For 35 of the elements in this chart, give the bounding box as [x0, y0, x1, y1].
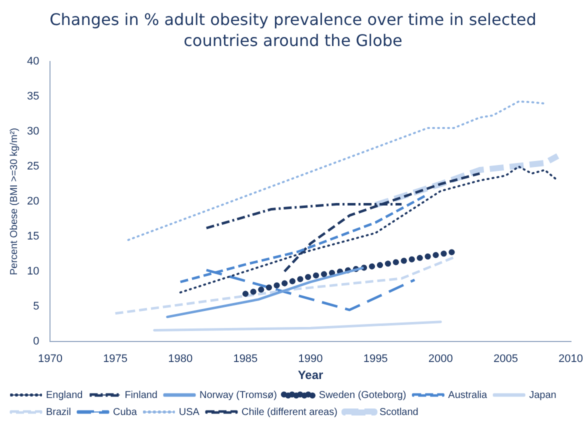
y-axis-title: Percent Obese (BMI >=30 kg/m²)	[8, 127, 20, 275]
y-tick-label: 30	[26, 125, 40, 138]
legend-label: Norway (Tromsø)	[199, 389, 277, 400]
y-tick-label: 40	[26, 55, 40, 68]
x-tick-label: 1980	[168, 352, 193, 365]
y-tick-label: 5	[33, 300, 40, 312]
y-tick-label: 10	[26, 265, 40, 278]
y-tick-label: 25	[26, 160, 40, 172]
legend-label: Chile (different areas)	[241, 406, 338, 418]
x-tick-label: 2005	[493, 352, 518, 365]
line-series	[179, 165, 559, 294]
x-tick-label: 1990	[298, 352, 323, 365]
chart-title: Changes in % adult obesity prevalence over time in selected countries around the Globe	[48, 10, 538, 52]
line-series	[127, 100, 546, 241]
legend-label: Australia	[448, 389, 488, 400]
x-tick-label: 1975	[103, 352, 128, 365]
legend-label: Finland	[124, 389, 158, 400]
legend-label: Brazil	[46, 406, 72, 418]
legend-label: Sweden (Goteborg)	[318, 389, 406, 400]
x-tick-label: 2000	[428, 352, 453, 365]
legend-label: USA	[178, 406, 200, 418]
legend-label: Scotland	[379, 406, 418, 418]
x-tick-label: 1985	[233, 352, 258, 365]
x-tick-label: 1995	[363, 352, 388, 365]
line-series	[114, 256, 455, 314]
y-tick-label: 35	[26, 90, 40, 102]
legend-label: Japan	[529, 389, 556, 400]
legend-label: England	[46, 389, 83, 400]
x-axis-title: Year	[298, 368, 324, 382]
x-tick-label: 2010	[558, 352, 584, 365]
x-tick-label: 1970	[38, 352, 62, 365]
legend-label: Cuba	[113, 406, 138, 418]
y-tick-label: 0	[33, 335, 40, 348]
y-tick-label: 20	[26, 195, 40, 208]
y-tick-label: 15	[26, 230, 40, 242]
